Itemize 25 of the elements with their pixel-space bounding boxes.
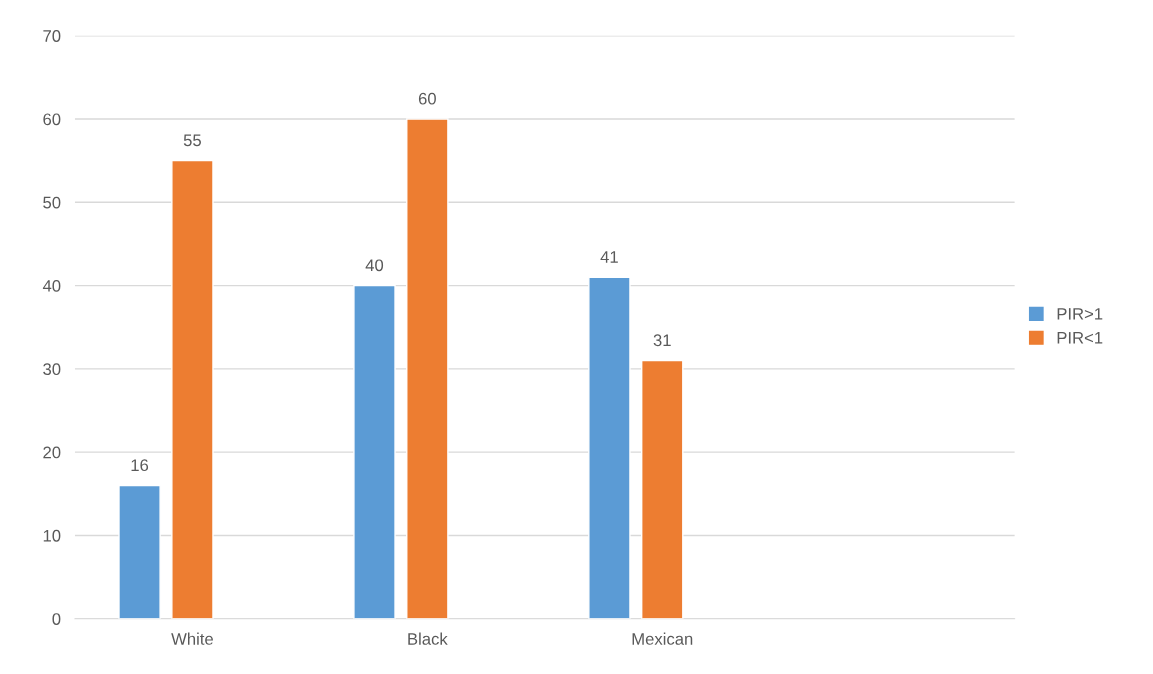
bar (171, 159, 214, 619)
bar (353, 284, 396, 619)
data-label: 16 (131, 459, 149, 472)
legend-label: PIR<1 (1057, 332, 1103, 344)
data-label: 41 (600, 251, 618, 263)
y-tick-label: 20 (43, 446, 61, 459)
y-tick-label: 50 (43, 196, 61, 209)
data-label: 60 (418, 92, 436, 105)
bar (406, 118, 449, 619)
x-tick-label: Mexican (632, 632, 693, 645)
bar (118, 484, 161, 619)
data-label: 40 (365, 259, 384, 272)
bar (588, 276, 631, 619)
y-tick-label: 0 (52, 613, 61, 625)
y-tick-label: 70 (43, 30, 61, 42)
data-label: 55 (183, 134, 201, 147)
data-label: 31 (653, 334, 671, 347)
y-tick-label: 30 (43, 363, 61, 376)
y-tick-label: 60 (43, 113, 61, 126)
y-tick-label: 40 (42, 279, 61, 292)
y-tick-label: 10 (43, 529, 61, 542)
x-tick-label: White (171, 632, 213, 645)
bar (641, 359, 684, 619)
legend-label: PIR>1 (1057, 308, 1103, 320)
x-tick-label: Black (408, 632, 448, 645)
